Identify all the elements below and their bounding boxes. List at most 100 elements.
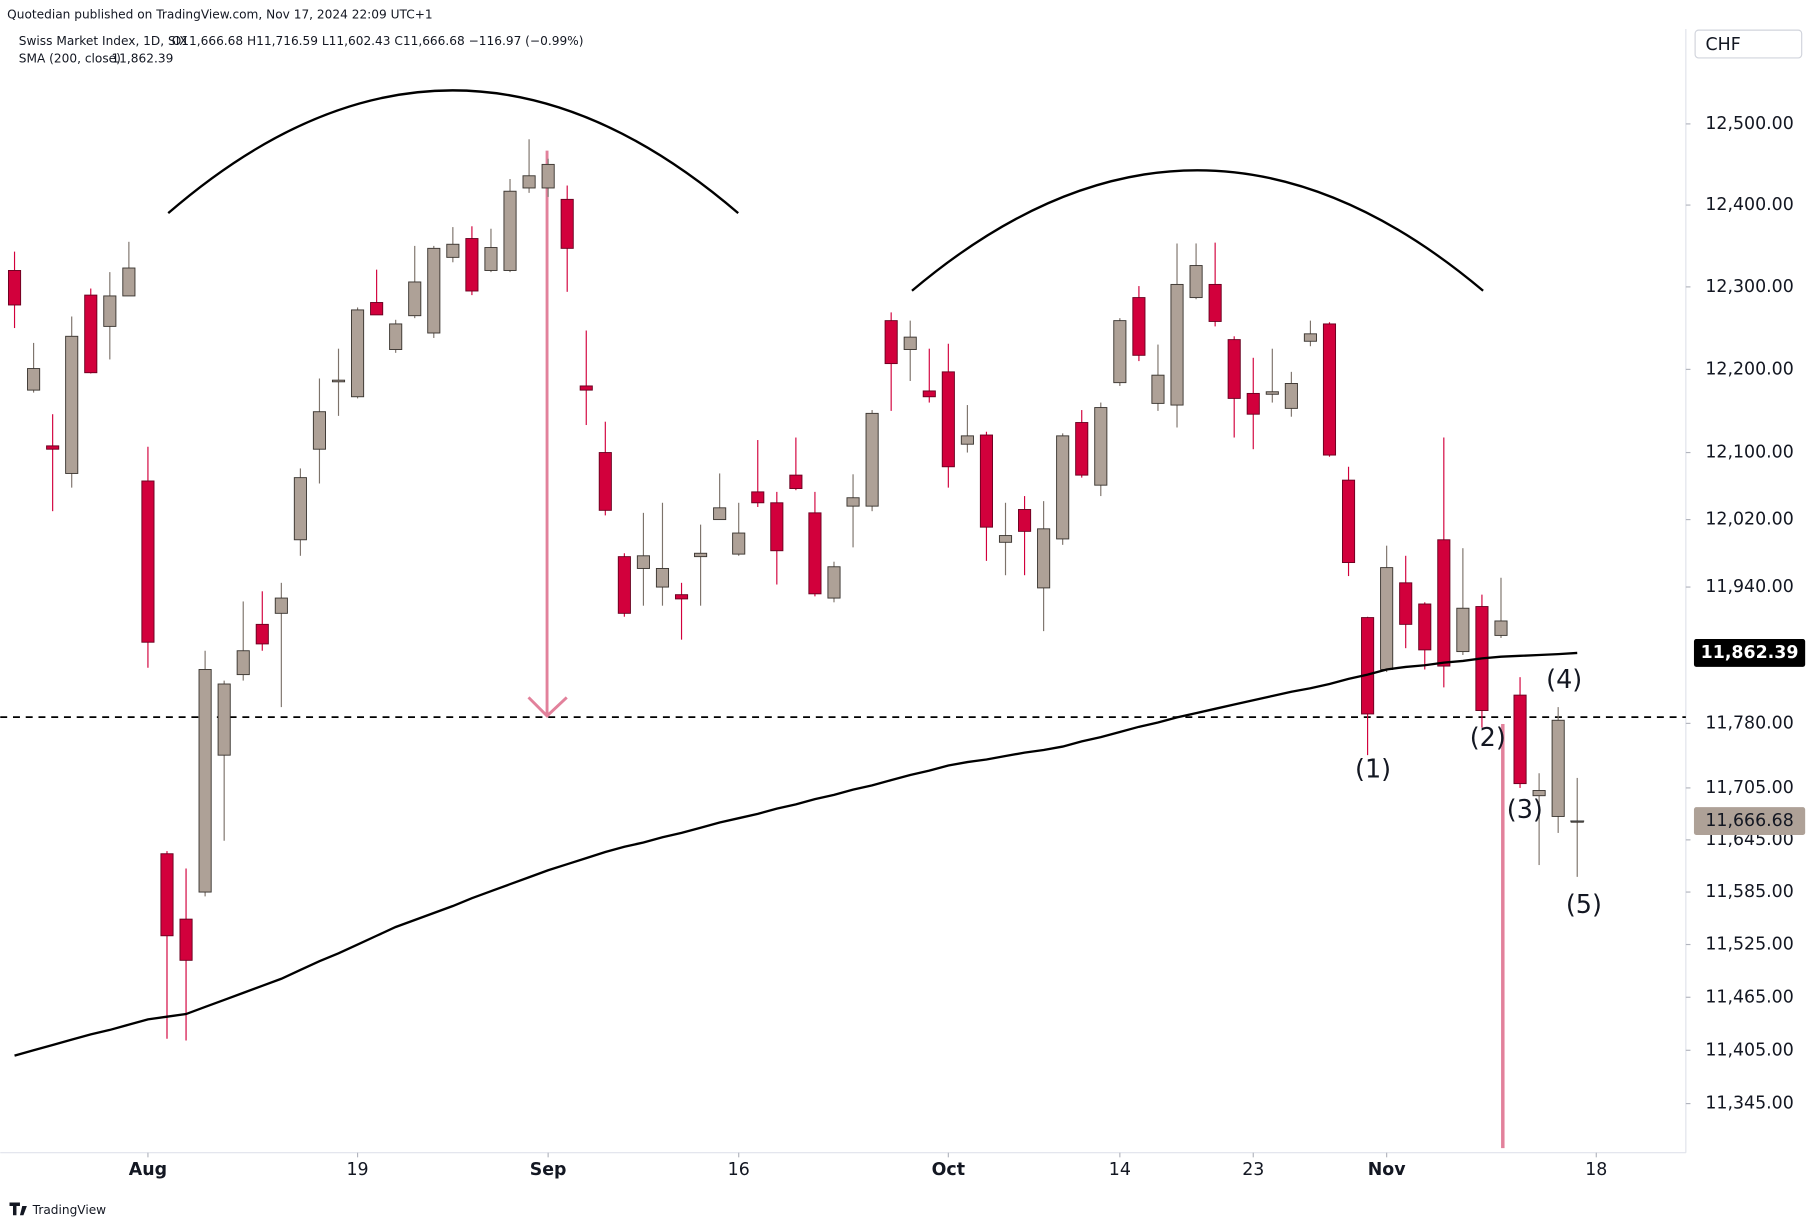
candle-body (732, 532, 746, 555)
candle-body (636, 555, 650, 569)
candle-body (1284, 383, 1298, 409)
candle-body (1532, 790, 1546, 797)
candle-body (770, 502, 784, 552)
annotation: (1) (1355, 754, 1391, 784)
candle-body (465, 238, 479, 292)
sma-legend: SMA (200, close) (19, 52, 121, 66)
y-tick-label: 11,940.00 (1705, 577, 1793, 597)
candle-body (1265, 391, 1279, 395)
candle-body (1113, 320, 1127, 384)
y-tick-label: 12,500.00 (1705, 114, 1793, 134)
candle-body (1513, 694, 1527, 785)
y-tick-label: 12,300.00 (1705, 277, 1793, 297)
candle-body (370, 302, 384, 316)
candle-body (484, 247, 498, 271)
arc-drawing (167, 89, 739, 215)
x-tick-label: 19 (347, 1160, 369, 1180)
candle-body (1399, 582, 1413, 625)
candle-body (884, 320, 898, 365)
candle-body (560, 198, 574, 249)
logo-icon (9, 1202, 27, 1216)
x-tick-label: Aug (129, 1160, 167, 1180)
candle-body (503, 190, 517, 271)
candle-body (103, 295, 117, 327)
candle-body (694, 552, 708, 558)
candle-body (1189, 265, 1203, 299)
candle-body (598, 452, 612, 511)
candle-body (1361, 617, 1375, 715)
candle-body (522, 175, 536, 189)
candle-body (998, 535, 1013, 543)
candle-body (655, 567, 670, 588)
candle-body (46, 445, 60, 450)
last-price-tag (1693, 807, 1806, 835)
candle-body (1227, 339, 1241, 399)
candle-body (1094, 407, 1108, 486)
candle-body (351, 309, 365, 398)
candle-body (827, 566, 841, 599)
candle-body (122, 267, 136, 297)
symbol: Swiss Market Index, 1D, SIX (19, 34, 188, 48)
candle-body (1437, 539, 1451, 667)
y-tick-label: 11,705.00 (1705, 778, 1793, 798)
candle-body (808, 512, 822, 595)
arc-drawing (911, 169, 1484, 292)
candle-body (617, 556, 631, 614)
candle-body (1170, 283, 1184, 406)
candle-body (446, 243, 460, 258)
candle-body (1341, 479, 1356, 564)
candle-body (1132, 297, 1146, 356)
candle-body (217, 683, 231, 756)
candle-body (1056, 435, 1070, 540)
candle-body (751, 491, 765, 504)
candle-body (1037, 528, 1051, 589)
candle-body (579, 385, 593, 391)
candle-body (789, 474, 803, 489)
candle-body (903, 336, 917, 350)
x-tick-label: 23 (1242, 1160, 1264, 1180)
axes: 12,500.00 12,400.00 12,300.00 12,200.00 12,1… (129, 114, 1806, 1180)
y-tick-label: 12,400.00 (1705, 195, 1793, 215)
y-tick-label: 11,465.00 (1705, 987, 1793, 1007)
currency-box[interactable] (1694, 29, 1803, 59)
candles (7, 139, 1585, 1057)
candle-body (941, 371, 955, 468)
candle-body (312, 411, 326, 450)
x-tick-label: Oct (932, 1160, 965, 1180)
candle-body (7, 270, 22, 306)
candle-body (1456, 607, 1470, 653)
candle-body (713, 507, 727, 521)
candle-body (198, 669, 212, 893)
candle-body (236, 650, 250, 676)
y-tick-label: 11,780.00 (1705, 713, 1793, 733)
annotation: (4) (1546, 665, 1582, 695)
candle-body (408, 281, 422, 317)
y-tick-label: 11,525.00 (1705, 935, 1793, 955)
candle-body (1418, 603, 1432, 651)
candle-body (674, 594, 689, 600)
candle-body (541, 163, 555, 189)
x-tick-label: 14 (1109, 1160, 1131, 1180)
y-tick-label: 11,405.00 (1705, 1040, 1793, 1060)
y-tick-label: 12,100.00 (1705, 443, 1793, 463)
candle-body (1380, 567, 1394, 670)
candle-body (255, 623, 269, 645)
x-tick-label: Nov (1368, 1160, 1406, 1180)
candle-body (427, 247, 441, 334)
annotation: (5) (1566, 890, 1602, 920)
currency[interactable]: CHF (1706, 35, 1741, 55)
candle-body (84, 294, 98, 374)
candle-body (865, 412, 879, 507)
ohlc-text: O11,666.68 H11,716.59 L11,602.43 C11,666… (172, 34, 584, 48)
y-tick-label: 12,200.00 (1705, 359, 1793, 379)
candle-body (1494, 620, 1508, 636)
annotation: (3) (1507, 795, 1543, 825)
publisher: Quotedian published on TradingView.com, … (7, 8, 432, 22)
candle-body (293, 477, 307, 541)
logo: TradingView (32, 1203, 107, 1217)
sma-price-label: 11,862.39 (1701, 643, 1799, 663)
last-price-label: 11,666.68 (1705, 811, 1793, 831)
candle-body (141, 480, 155, 643)
